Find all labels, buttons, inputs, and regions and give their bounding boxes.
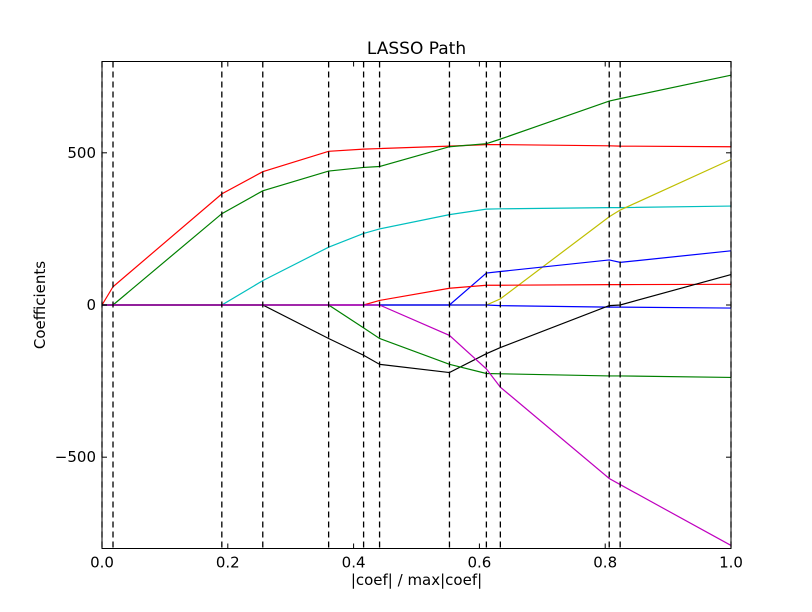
series-line-8 xyxy=(102,273,732,374)
series-line-9 xyxy=(102,304,732,379)
series-line-6 xyxy=(102,283,732,306)
series-line-2 xyxy=(102,74,732,306)
x-axis-label: |coef| / max|coef| xyxy=(351,571,482,589)
series-line-5 xyxy=(102,250,732,306)
y-tick-label: 500 xyxy=(67,144,96,162)
y-tick-label: −500 xyxy=(55,448,96,466)
series-line-10 xyxy=(102,304,732,546)
x-tick-label: 0.6 xyxy=(467,554,491,572)
x-tick-label: 0.8 xyxy=(593,554,617,572)
chart-title: LASSO Path xyxy=(367,39,466,59)
series-lines xyxy=(101,74,732,546)
series-line-1 xyxy=(101,143,732,306)
x-tick-label: 0.4 xyxy=(342,554,366,572)
y-axis-label: Coefficients xyxy=(31,261,49,349)
series-line-4 xyxy=(102,158,732,306)
x-tick-label: 1.0 xyxy=(719,554,743,572)
x-tick-label: 0.2 xyxy=(216,554,240,572)
axis-ticks: 0.0 0.2 0.4 0.6 0.8 1.0 −500 0 500 xyxy=(55,61,743,572)
x-tick-label: 0.0 xyxy=(90,554,114,572)
y-tick-label: 0 xyxy=(86,296,96,314)
series-line-3 xyxy=(102,205,732,306)
